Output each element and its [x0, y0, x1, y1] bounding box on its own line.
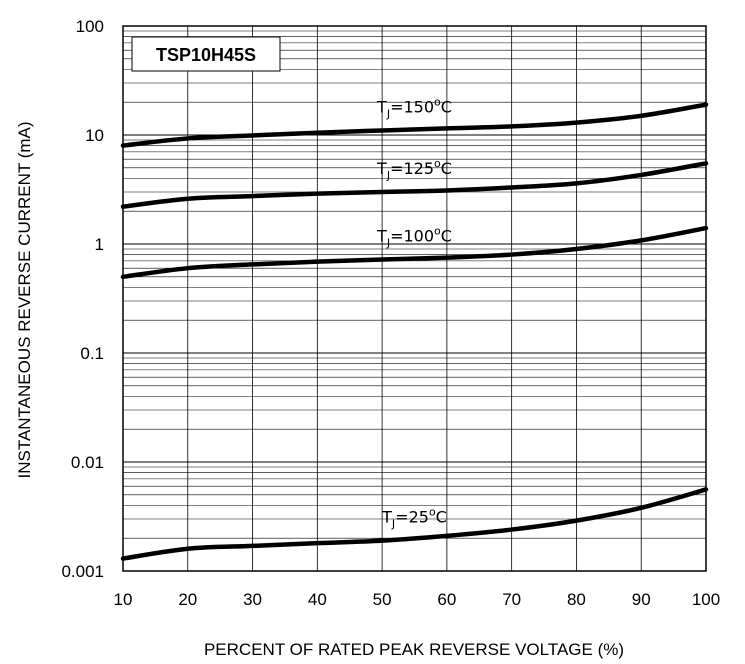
y-tick-label: 1 [95, 235, 104, 254]
x-axis-title: PERCENT OF RATED PEAK REVERSE VOLTAGE (%… [204, 640, 624, 659]
series-label: TJ=100oC [376, 225, 452, 250]
x-tick-label: 70 [502, 590, 521, 609]
y-tick-label: 0.001 [61, 562, 104, 581]
series-label: TJ=125oC [376, 157, 452, 182]
plot-frame [122, 25, 707, 572]
x-tick-label: 20 [178, 590, 197, 609]
x-tick-label: 90 [632, 590, 651, 609]
series-line [120, 102, 709, 148]
x-tick-label: 40 [308, 590, 327, 609]
y-tick-label: 0.1 [80, 344, 104, 363]
x-tick-label: 100 [692, 590, 720, 609]
y-tick-label: 0.01 [71, 453, 104, 472]
series-label: TJ=25oC [381, 506, 447, 531]
series-line [120, 161, 709, 209]
x-tick-label: 30 [243, 590, 262, 609]
series-line [120, 225, 709, 280]
tick-labels: 10 20 30 40 50 60 70 80 90 100 0.001 0.01 0.1 1 10 100 [61, 17, 720, 609]
y-tick-label: 100 [76, 17, 104, 36]
x-tick-label: 10 [114, 590, 133, 609]
series-line [120, 487, 709, 561]
chart-title: TSP10H45S [156, 45, 256, 65]
x-tick-label: 80 [567, 590, 586, 609]
x-tick-label: 50 [373, 590, 392, 609]
series-label: TJ=150oC [376, 95, 452, 120]
chart-title-box [131, 36, 281, 72]
y-axis-title: INSTANTANEOUS REVERSE CURRENT (mA) [15, 121, 34, 478]
y-tick-label: 10 [85, 126, 104, 145]
x-tick-label: 60 [437, 590, 456, 609]
series-lines: TJ=150oC TJ=125oC TJ=100oC TJ=25oC [120, 95, 709, 561]
